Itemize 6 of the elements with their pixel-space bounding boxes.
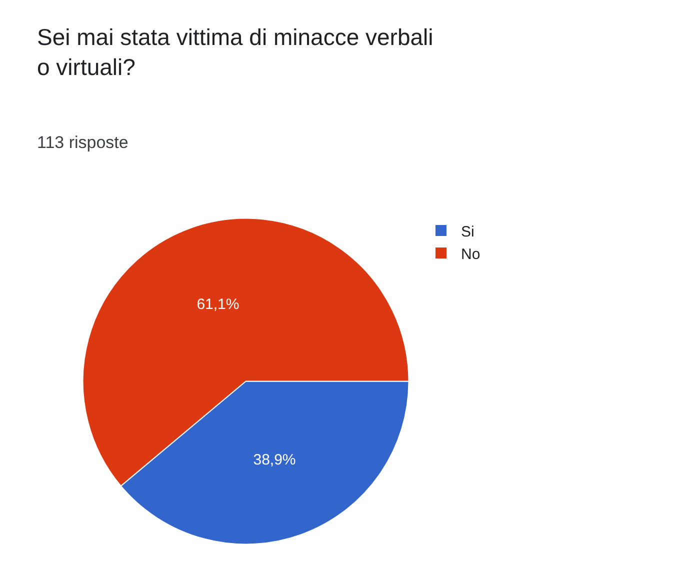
data-label: 38,9% <box>253 452 296 469</box>
chart-title: Sei mai stata vittima di minacce verbali o virtuali? <box>37 24 434 80</box>
data-label: 61,1% <box>196 296 240 314</box>
chart-subtitle: 113 risposte <box>37 133 128 152</box>
legend-label: No <box>460 246 480 263</box>
legend-label: Si <box>460 223 474 240</box>
